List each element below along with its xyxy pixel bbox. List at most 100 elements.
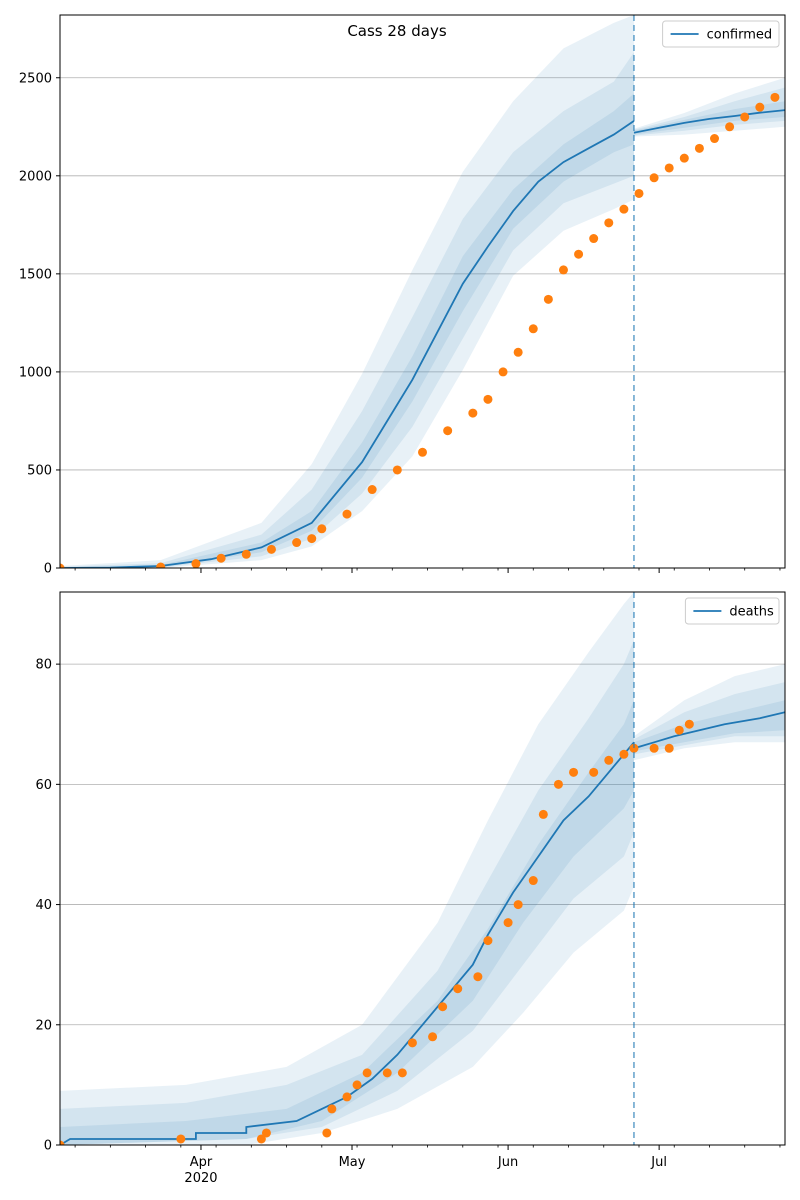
confidence-band-middle — [60, 52, 634, 568]
y-tick-label: 2000 — [19, 169, 52, 184]
observed-point — [619, 204, 629, 214]
observed-point — [604, 218, 614, 228]
y-tick-label: 40 — [35, 898, 52, 913]
observed-point — [589, 234, 599, 244]
observed-point — [710, 134, 720, 144]
confidence-band-middle — [633, 87, 785, 136]
observed-point — [619, 749, 629, 759]
observed-point — [327, 1104, 337, 1114]
x-tick-label: Apr — [190, 1155, 213, 1170]
observed-point — [740, 112, 750, 122]
model-line — [60, 741, 635, 1145]
observed-point — [362, 1068, 372, 1078]
legend: deaths — [684, 597, 780, 625]
observed-point — [60, 563, 65, 568]
observed-point — [770, 92, 780, 102]
observed-point — [342, 509, 352, 519]
observed-point — [528, 876, 538, 886]
observed-point — [342, 1092, 352, 1102]
y-tick-label: 80 — [35, 658, 52, 673]
confidence-band-inner — [633, 101, 785, 135]
observed-point — [367, 485, 377, 495]
observed-point — [317, 524, 327, 534]
observed-point — [438, 1002, 448, 1012]
observed-point — [649, 743, 659, 753]
observed-point — [674, 725, 684, 735]
legend-label: confirmed — [707, 28, 773, 43]
forecast-line — [633, 711, 785, 750]
confidence-band-outer — [60, 592, 634, 1145]
observed-point — [60, 1140, 65, 1145]
observed-point — [679, 153, 689, 163]
observed-point — [589, 767, 599, 777]
observed-point — [574, 249, 584, 259]
forecast-line — [633, 109, 785, 134]
observed-point — [629, 743, 639, 753]
observed-point — [483, 936, 493, 946]
observed-point — [453, 984, 463, 994]
y-tick-label: 1500 — [19, 267, 52, 282]
observed-point — [483, 394, 493, 404]
y-tick-label: 20 — [35, 1018, 52, 1033]
observed-point — [191, 559, 201, 568]
observed-point — [498, 367, 508, 377]
observed-point — [156, 562, 166, 568]
observed-point — [558, 265, 568, 275]
confirmed-panel: 0 500 1000 1500 2000 2500 confirmed — [19, 14, 786, 577]
observed-point — [266, 544, 276, 554]
observed-point — [755, 102, 765, 112]
confidence-band-inner — [60, 93, 634, 568]
observed-point — [513, 347, 523, 357]
legend-label: deaths — [729, 605, 774, 620]
figure-title: Cass 28 days — [347, 22, 447, 40]
observed-point — [216, 553, 226, 563]
observed-point — [382, 1068, 392, 1078]
observed-point — [569, 767, 579, 777]
observed-point — [684, 719, 694, 729]
observed-point — [261, 1128, 271, 1138]
model-line — [60, 120, 635, 568]
axes-frame — [59, 591, 786, 1146]
y-tick-label: 1000 — [19, 365, 52, 380]
observed-point — [176, 1134, 186, 1144]
observed-point — [256, 1134, 266, 1144]
observed-point — [307, 534, 317, 544]
observed-point — [664, 743, 674, 753]
x-year-label: 2020 — [184, 1171, 217, 1186]
observed-point — [407, 1038, 417, 1048]
plot-area — [60, 592, 785, 1145]
observed-point — [664, 163, 674, 173]
observed-point — [352, 1080, 362, 1090]
observed-point — [397, 1068, 407, 1078]
legend: confirmed — [662, 20, 780, 48]
confidence-band-inner — [60, 700, 634, 1145]
observed-point — [473, 972, 483, 982]
x-tick-label: Jul — [650, 1155, 667, 1170]
observed-point — [634, 188, 644, 198]
observed-point — [604, 755, 614, 765]
x-tick-label: Jun — [497, 1155, 518, 1170]
x-tick-label: May — [339, 1155, 366, 1170]
observed-point — [543, 294, 553, 304]
axes-frame — [59, 14, 786, 569]
observed-point — [468, 408, 478, 418]
observed-point — [528, 324, 538, 334]
observed-point — [392, 465, 402, 475]
observed-point — [241, 549, 251, 559]
observed-point — [553, 779, 563, 789]
observed-point — [725, 122, 735, 132]
observed-point — [418, 447, 427, 457]
observed-point — [503, 918, 513, 928]
observed-point — [443, 426, 453, 436]
y-tick-label: 0 — [44, 1139, 52, 1154]
observed-point — [694, 143, 704, 153]
confidence-band-outer — [60, 15, 634, 568]
observed-point — [513, 900, 523, 910]
y-tick-label: 0 — [44, 562, 52, 577]
observed-point — [322, 1128, 332, 1138]
legend-box — [662, 20, 780, 48]
y-tick-label: 60 — [35, 778, 52, 793]
observed-point — [649, 173, 659, 183]
confidence-band-middle — [60, 640, 634, 1145]
